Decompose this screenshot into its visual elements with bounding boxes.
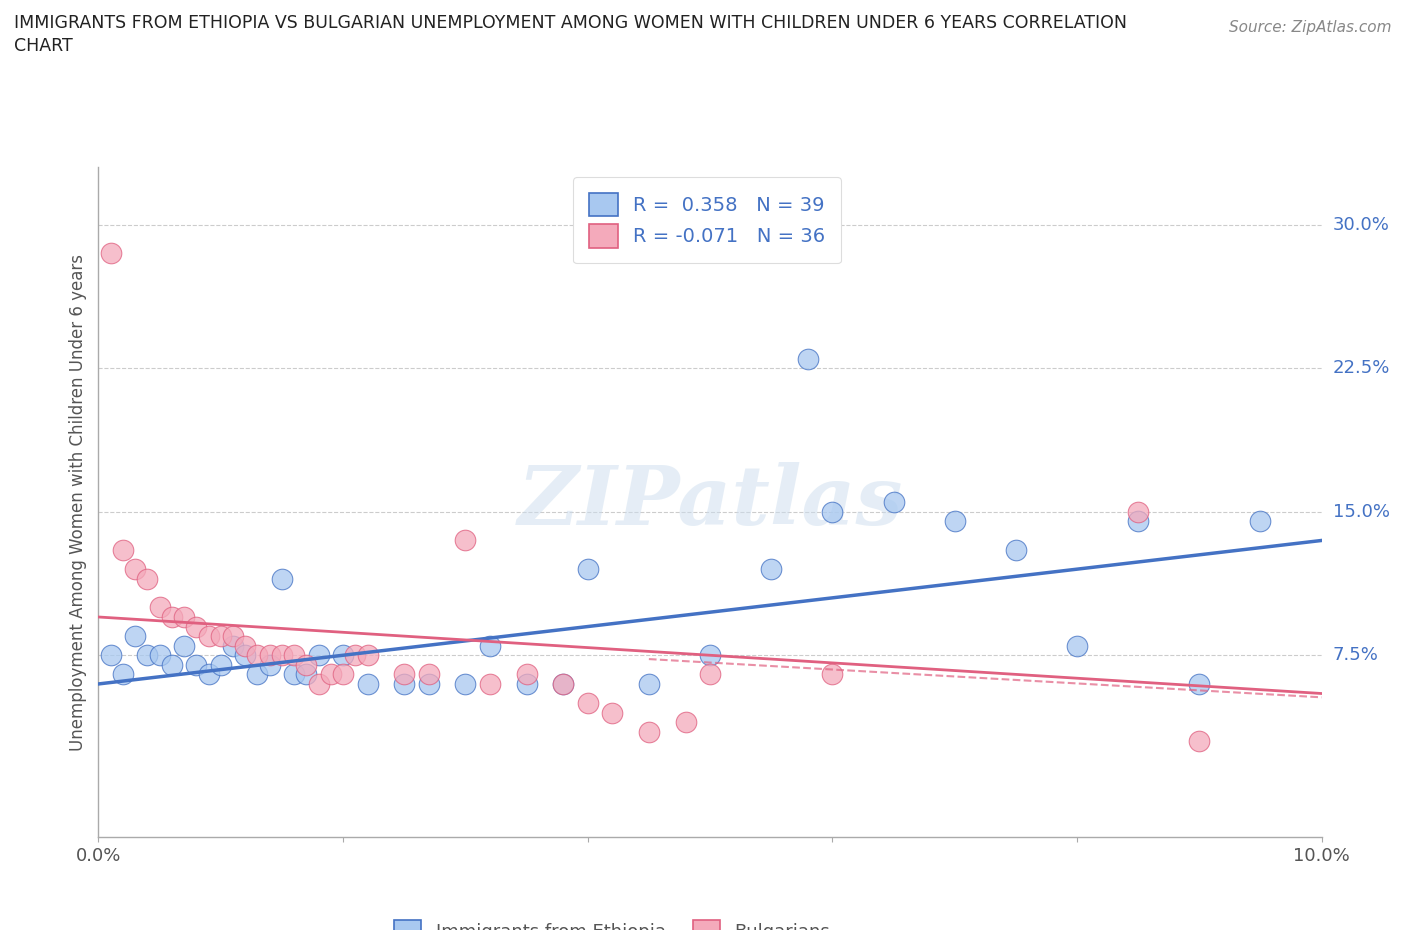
Point	[160, 658, 183, 672]
Point	[797, 352, 820, 366]
Point	[186, 658, 208, 672]
Point	[759, 562, 782, 577]
Legend: Immigrants from Ethiopia, Bulgarians: Immigrants from Ethiopia, Bulgarians	[387, 913, 838, 930]
Point	[149, 600, 172, 615]
Point	[576, 696, 599, 711]
Point	[344, 648, 367, 663]
Point	[270, 571, 292, 586]
Point	[222, 629, 245, 644]
Point	[173, 638, 195, 653]
Text: CHART: CHART	[14, 37, 73, 55]
Point	[1249, 514, 1271, 529]
Point	[600, 705, 623, 720]
Text: ZIPatlas: ZIPatlas	[517, 462, 903, 542]
Point	[233, 638, 256, 653]
Point	[124, 629, 146, 644]
Point	[283, 648, 305, 663]
Point	[637, 676, 661, 691]
Point	[418, 676, 440, 691]
Point	[332, 667, 354, 682]
Point	[1128, 504, 1150, 519]
Point	[295, 667, 318, 682]
Point	[100, 648, 122, 663]
Text: 15.0%: 15.0%	[1333, 503, 1389, 521]
Point	[418, 667, 440, 682]
Point	[356, 676, 378, 691]
Point	[308, 648, 330, 663]
Point	[1188, 676, 1211, 691]
Point	[186, 619, 208, 634]
Point	[111, 667, 134, 682]
Point	[1188, 734, 1211, 749]
Point	[295, 658, 318, 672]
Point	[553, 676, 575, 691]
Point	[136, 648, 159, 663]
Point	[516, 676, 538, 691]
Point	[883, 495, 905, 510]
Point	[259, 648, 281, 663]
Point	[100, 246, 122, 261]
Point	[319, 667, 342, 682]
Point	[197, 667, 219, 682]
Point	[821, 667, 844, 682]
Point	[246, 648, 269, 663]
Point	[699, 648, 721, 663]
Point	[1066, 638, 1088, 653]
Point	[283, 667, 305, 682]
Point	[332, 648, 354, 663]
Y-axis label: Unemployment Among Women with Children Under 6 years: Unemployment Among Women with Children U…	[69, 254, 87, 751]
Text: Source: ZipAtlas.com: Source: ZipAtlas.com	[1229, 20, 1392, 35]
Point	[222, 638, 245, 653]
Point	[356, 648, 378, 663]
Point	[943, 514, 966, 529]
Point	[209, 658, 232, 672]
Point	[576, 562, 599, 577]
Point	[209, 629, 232, 644]
Point	[478, 638, 501, 653]
Point	[553, 676, 575, 691]
Text: 7.5%: 7.5%	[1333, 646, 1379, 664]
Point	[392, 667, 416, 682]
Point	[308, 676, 330, 691]
Point	[197, 629, 219, 644]
Point	[454, 676, 477, 691]
Point	[124, 562, 146, 577]
Point	[1004, 542, 1026, 557]
Point	[478, 676, 501, 691]
Text: 30.0%: 30.0%	[1333, 216, 1389, 233]
Point	[233, 648, 256, 663]
Point	[173, 609, 195, 624]
Point	[149, 648, 172, 663]
Point	[270, 648, 292, 663]
Point	[259, 658, 281, 672]
Point	[246, 667, 269, 682]
Point	[1128, 514, 1150, 529]
Point	[392, 676, 416, 691]
Text: 22.5%: 22.5%	[1333, 359, 1391, 378]
Point	[160, 609, 183, 624]
Point	[136, 571, 159, 586]
Text: IMMIGRANTS FROM ETHIOPIA VS BULGARIAN UNEMPLOYMENT AMONG WOMEN WITH CHILDREN UND: IMMIGRANTS FROM ETHIOPIA VS BULGARIAN UN…	[14, 14, 1128, 32]
Point	[675, 715, 697, 730]
Point	[637, 724, 661, 739]
Point	[516, 667, 538, 682]
Point	[454, 533, 477, 548]
Point	[699, 667, 721, 682]
Point	[111, 542, 134, 557]
Point	[821, 504, 844, 519]
